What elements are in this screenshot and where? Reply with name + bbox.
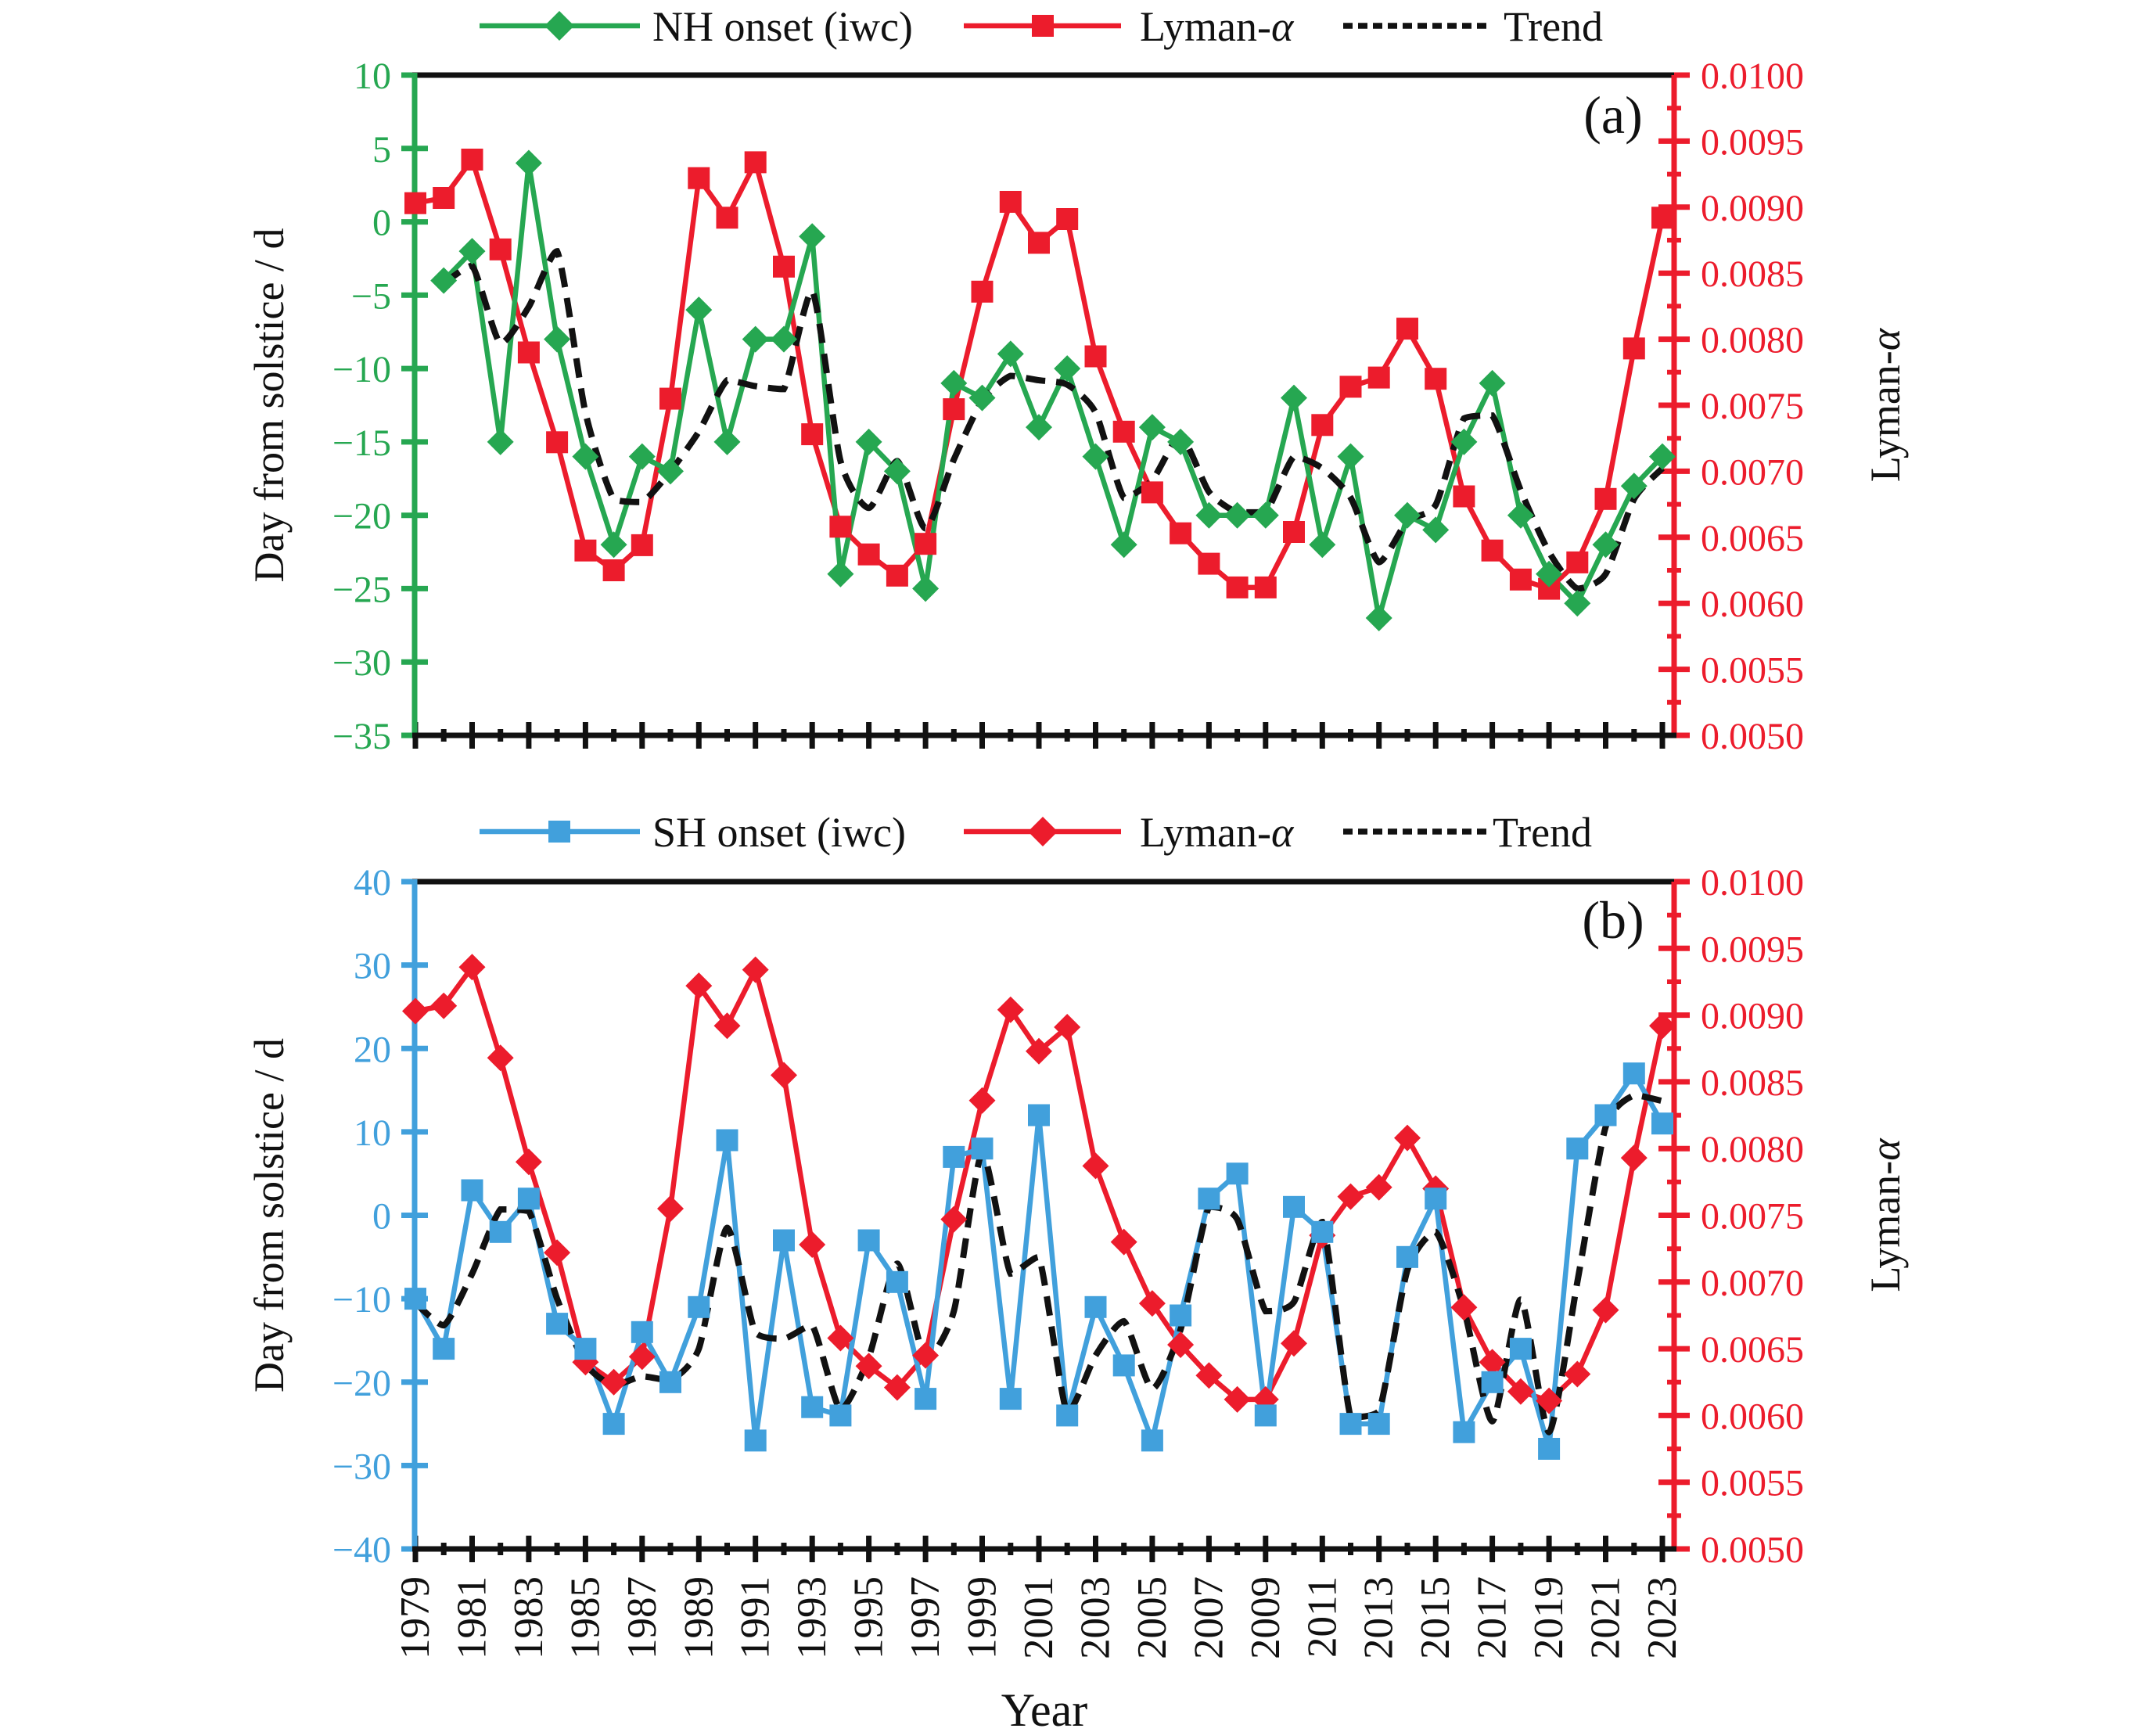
svg-text:−30: −30 [332,642,391,684]
svg-text:Lyman-α: Lyman-α [1140,809,1295,856]
svg-text:−30: −30 [332,1446,391,1487]
svg-text:1985: 1985 [562,1576,608,1659]
svg-text:Lyman-α: Lyman-α [1862,327,1909,482]
svg-text:0.0055: 0.0055 [1701,1463,1804,1504]
svg-text:NH onset (iwc): NH onset (iwc) [652,3,913,50]
svg-text:Day from solstice / d: Day from solstice / d [246,228,293,583]
svg-text:1999: 1999 [960,1576,1005,1659]
svg-text:−5: −5 [351,275,391,317]
svg-text:(b): (b) [1582,890,1644,950]
svg-text:2015: 2015 [1413,1576,1458,1659]
svg-text:0: 0 [372,1196,391,1238]
svg-text:−20: −20 [332,1363,391,1404]
svg-text:1989: 1989 [676,1576,721,1659]
svg-text:30: 30 [354,946,391,987]
svg-text:2001: 2001 [1016,1576,1062,1659]
svg-text:0.0050: 0.0050 [1701,716,1804,757]
svg-text:0.0050: 0.0050 [1701,1529,1804,1571]
svg-text:2019: 2019 [1526,1576,1572,1659]
svg-text:0.0055: 0.0055 [1701,650,1804,692]
svg-text:0.0095: 0.0095 [1701,929,1804,970]
svg-text:10: 10 [354,56,391,97]
svg-text:0.0080: 0.0080 [1701,320,1804,361]
svg-text:(a): (a) [1583,85,1642,145]
svg-text:Trend: Trend [1493,809,1592,856]
svg-text:0.0085: 0.0085 [1701,253,1804,295]
svg-text:Year: Year [1001,1684,1088,1732]
svg-text:2023: 2023 [1640,1576,1685,1659]
svg-text:2021: 2021 [1583,1576,1629,1659]
svg-text:Trend: Trend [1504,3,1603,50]
svg-text:1979: 1979 [393,1576,438,1659]
svg-text:1993: 1993 [789,1576,835,1659]
svg-text:2007: 2007 [1186,1576,1231,1659]
svg-text:1991: 1991 [733,1576,778,1659]
svg-text:−20: −20 [332,496,391,537]
svg-text:−40: −40 [332,1529,391,1571]
svg-text:Lyman-α: Lyman-α [1140,3,1295,50]
svg-text:2013: 2013 [1356,1576,1402,1659]
svg-text:0.0095: 0.0095 [1701,121,1804,163]
svg-text:0.0060: 0.0060 [1701,584,1804,625]
svg-text:2017: 2017 [1470,1576,1515,1659]
svg-text:0.0090: 0.0090 [1701,188,1804,229]
svg-text:0.0070: 0.0070 [1701,1263,1804,1304]
svg-text:0.0075: 0.0075 [1701,1196,1804,1238]
svg-text:Lyman-α: Lyman-α [1862,1137,1909,1292]
svg-text:1987: 1987 [620,1576,665,1659]
svg-text:40: 40 [354,862,391,904]
svg-text:1981: 1981 [449,1576,494,1659]
svg-text:0.0060: 0.0060 [1701,1396,1804,1437]
svg-text:0.0090: 0.0090 [1701,996,1804,1037]
svg-text:0.0085: 0.0085 [1701,1062,1804,1104]
svg-text:−25: −25 [332,569,391,610]
svg-text:0.0100: 0.0100 [1701,56,1804,97]
svg-text:5: 5 [372,129,391,171]
svg-text:0.0100: 0.0100 [1701,862,1804,904]
svg-text:0.0080: 0.0080 [1701,1129,1804,1170]
svg-text:Day from solstice / d: Day from solstice / d [246,1038,293,1392]
svg-text:0.0070: 0.0070 [1701,451,1804,493]
svg-text:SH onset (iwc): SH onset (iwc) [652,809,906,856]
svg-text:2009: 2009 [1243,1576,1288,1659]
svg-text:0.0075: 0.0075 [1701,386,1804,427]
svg-text:10: 10 [354,1112,391,1154]
svg-text:0: 0 [372,203,391,244]
svg-text:−10: −10 [332,1279,391,1321]
svg-text:0.0065: 0.0065 [1701,518,1804,559]
svg-text:2003: 2003 [1073,1576,1118,1659]
svg-text:1997: 1997 [903,1576,948,1659]
svg-text:−10: −10 [332,349,391,390]
svg-text:2011: 2011 [1299,1576,1345,1658]
svg-text:1983: 1983 [506,1576,552,1659]
svg-text:1995: 1995 [846,1576,892,1659]
svg-text:2005: 2005 [1130,1576,1175,1659]
svg-text:20: 20 [354,1029,391,1070]
svg-text:−35: −35 [332,716,391,757]
svg-text:−15: −15 [332,422,391,464]
svg-text:0.0065: 0.0065 [1701,1329,1804,1371]
